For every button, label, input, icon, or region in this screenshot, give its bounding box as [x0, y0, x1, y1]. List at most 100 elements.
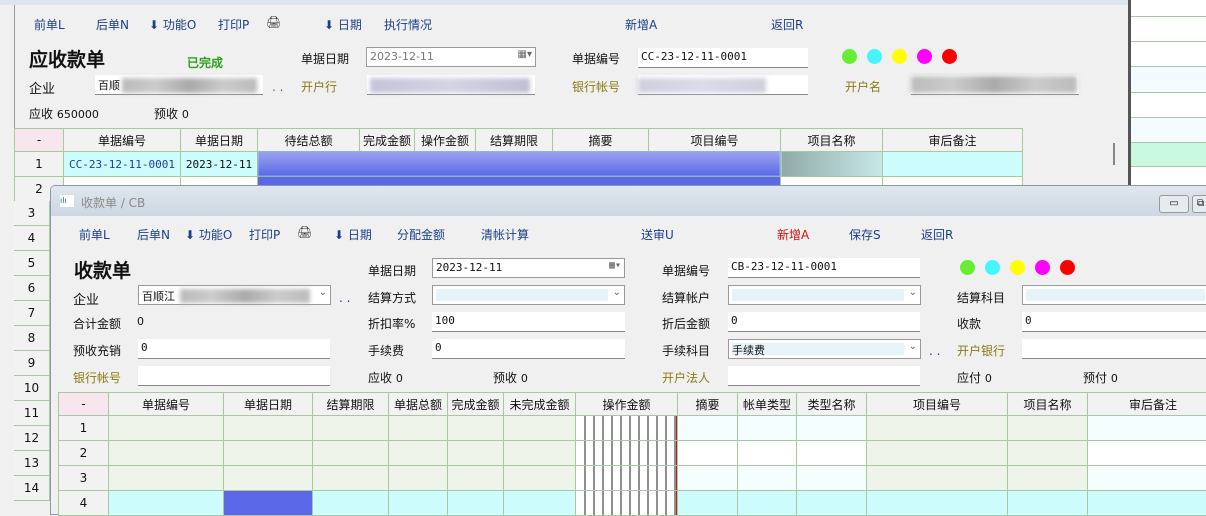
grid-cell[interactable]	[1008, 441, 1088, 466]
save-button[interactable]: 保存S	[849, 226, 881, 243]
grid-cell[interactable]	[389, 466, 448, 491]
grid-cell[interactable]	[1088, 441, 1206, 466]
col-header[interactable]: 项目编号	[649, 129, 781, 152]
table-row[interactable]: 4	[59, 491, 1206, 516]
grid-cell[interactable]	[448, 441, 504, 466]
color-dot-green[interactable]	[842, 49, 857, 64]
col-header[interactable]: 摘要	[553, 129, 649, 152]
fee-subject-select[interactable]: 手续费⌄	[728, 339, 921, 359]
grid-cell[interactable]	[1008, 466, 1088, 491]
submit-review-button[interactable]: 送审U	[641, 226, 674, 243]
front-prev-button[interactable]: 前单L	[79, 226, 110, 243]
grid-corner[interactable]: -	[15, 129, 64, 152]
grid-cell[interactable]	[504, 416, 576, 441]
discount-field[interactable]: 100	[432, 312, 625, 332]
col-header[interactable]: 项目名称	[781, 129, 883, 152]
printer-icon[interactable]: 🖨	[266, 15, 281, 29]
col-header[interactable]: 单据编号	[64, 129, 181, 152]
fee-field[interactable]: 0	[432, 339, 625, 359]
back-no-field[interactable]: CC-23-12-11-0001	[638, 48, 808, 68]
grid-cell[interactable]	[797, 416, 867, 441]
account-field[interactable]	[138, 366, 330, 386]
color-dot-yellow[interactable]	[892, 49, 907, 64]
grid-corner[interactable]: -	[59, 393, 109, 416]
grid-cell[interactable]	[678, 441, 738, 466]
bank-field[interactable]	[1022, 339, 1206, 359]
settle-account-select[interactable]: ⌄	[728, 285, 921, 305]
col-header[interactable]: 完成金额	[448, 393, 504, 416]
back-scrollbar-thumb[interactable]	[1113, 143, 1115, 165]
grid-cell[interactable]	[109, 466, 224, 491]
back-date-button[interactable]: ⬇ 日期	[324, 16, 362, 33]
grid-cell[interactable]	[738, 491, 797, 516]
grid-cell[interactable]	[1088, 491, 1206, 516]
grid-cell[interactable]	[797, 491, 867, 516]
allocate-amount-button[interactable]: 分配金额	[397, 226, 445, 243]
fee-subject-ellipsis-button[interactable]: . .	[929, 344, 940, 358]
col-header[interactable]: 单据日期	[181, 129, 258, 152]
grid-cell[interactable]	[313, 416, 389, 441]
cell-project-name[interactable]	[781, 152, 883, 177]
col-header[interactable]: 审后备注	[1088, 393, 1206, 416]
clearing-calc-button[interactable]: 清帐计算	[481, 226, 529, 243]
back-prev-button[interactable]: 前单L	[34, 16, 65, 33]
color-dot-cyan[interactable]	[867, 49, 882, 64]
after-discount-field[interactable]: 0	[728, 312, 920, 332]
cell-note[interactable]	[883, 152, 1023, 177]
grid-cell[interactable]	[1008, 416, 1088, 441]
col-header[interactable]: 单据总额	[389, 393, 448, 416]
grid-cell[interactable]	[678, 491, 738, 516]
front-date-button[interactable]: ⬇ 日期	[334, 226, 372, 243]
grid-cell[interactable]	[389, 441, 448, 466]
col-header[interactable]: 操作金额	[576, 393, 678, 416]
front-new-button[interactable]: 新增A	[777, 226, 809, 243]
grid-cell[interactable]	[389, 491, 448, 516]
front-next-button[interactable]: 后单N	[137, 226, 170, 243]
grid-cell[interactable]	[738, 466, 797, 491]
settle-method-select[interactable]: ⌄	[432, 285, 625, 305]
grid-cell[interactable]	[576, 416, 678, 441]
no-field[interactable]: CB-23-12-11-0001	[728, 258, 920, 278]
calendar-icon[interactable]: ▦▾	[609, 260, 621, 271]
grid-cell[interactable]	[313, 441, 389, 466]
grid-cell[interactable]	[867, 491, 1008, 516]
front-print-button[interactable]: 打印P	[249, 226, 280, 243]
company-ellipsis-button[interactable]: . .	[339, 291, 350, 305]
settle-subject-select[interactable]	[1022, 285, 1206, 305]
col-header[interactable]: 项目编号	[867, 393, 1008, 416]
back-date-field[interactable]: 2023-12-11▦▾	[366, 47, 536, 67]
date-field[interactable]: 2023-12-11▦▾	[432, 258, 625, 278]
grid-cell[interactable]	[224, 416, 313, 441]
front-title-bar[interactable]: ılı 收款单 / CB ▭ ⧉	[51, 186, 1206, 216]
minimize-button[interactable]: ▭	[1159, 195, 1189, 213]
grid-cell[interactable]	[797, 466, 867, 491]
grid-cell[interactable]	[576, 441, 678, 466]
grid-cell[interactable]	[448, 491, 504, 516]
grid-cell[interactable]	[313, 491, 389, 516]
restore-button[interactable]: ⧉	[1192, 195, 1206, 213]
col-header[interactable]: 单据编号	[109, 393, 224, 416]
grid-cell[interactable]	[224, 491, 313, 516]
calendar-icon[interactable]: ▦▾	[518, 49, 532, 60]
table-row[interactable]: 2	[59, 441, 1206, 466]
col-header[interactable]: 单据日期	[224, 393, 313, 416]
grid-cell[interactable]	[224, 441, 313, 466]
ellipsis-button[interactable]: . .	[272, 80, 283, 94]
col-header[interactable]: 摘要	[678, 393, 738, 416]
grid-cell[interactable]	[797, 441, 867, 466]
col-header[interactable]: 类型名称	[797, 393, 867, 416]
back-next-button[interactable]: 后单N	[96, 16, 129, 33]
grid-cell[interactable]	[109, 416, 224, 441]
grid-cell[interactable]	[738, 416, 797, 441]
back-function-button[interactable]: ⬇ 功能O	[149, 16, 196, 33]
color-dot-green[interactable]	[960, 260, 975, 275]
grid-cell[interactable]	[109, 441, 224, 466]
grid-cell[interactable]	[576, 466, 678, 491]
grid-cell[interactable]	[313, 466, 389, 491]
col-header[interactable]: 帐单类型	[738, 393, 797, 416]
grid-cell[interactable]	[224, 466, 313, 491]
grid-cell[interactable]	[448, 416, 504, 441]
col-header[interactable]: 结算期限	[313, 393, 389, 416]
printer-icon[interactable]: 🖨	[297, 225, 312, 239]
back-print-button[interactable]: 打印P	[218, 16, 249, 33]
